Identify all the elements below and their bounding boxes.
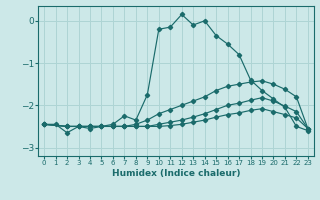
X-axis label: Humidex (Indice chaleur): Humidex (Indice chaleur) [112,169,240,178]
